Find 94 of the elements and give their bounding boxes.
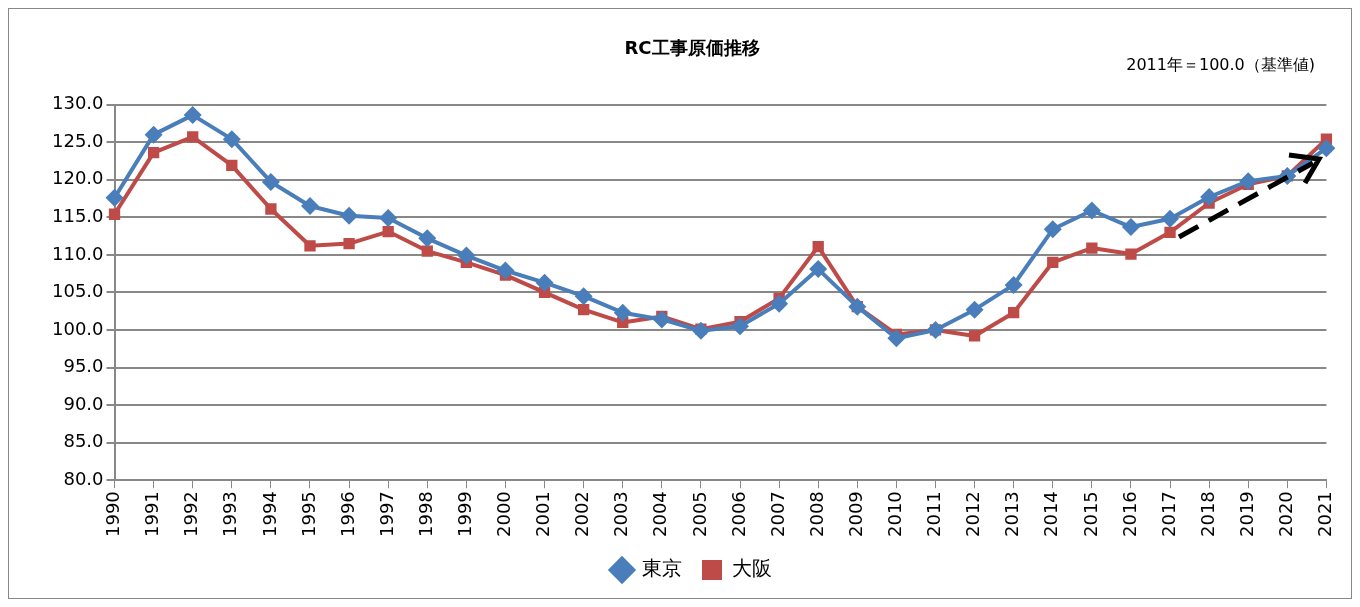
y-tick-label: 85.0 xyxy=(63,430,104,452)
y-tick-label: 110.0 xyxy=(52,242,104,264)
x-tick-label: 2009 xyxy=(844,491,866,537)
point xyxy=(300,197,319,216)
point xyxy=(613,303,632,322)
x-tick-label: 1996 xyxy=(336,491,358,537)
x-tick-label: 2010 xyxy=(884,491,906,537)
x-tick-label: 2002 xyxy=(571,491,593,537)
point xyxy=(496,261,515,280)
point xyxy=(1043,220,1062,239)
point xyxy=(770,294,789,313)
y-tick-label: 125.0 xyxy=(52,129,104,151)
point xyxy=(457,246,476,265)
point xyxy=(226,159,238,172)
point xyxy=(304,240,316,252)
y-tick-label: 80.0 xyxy=(63,467,104,489)
x-tick-label: 2006 xyxy=(727,491,749,537)
point xyxy=(1239,172,1258,191)
y-tick-label: 100.0 xyxy=(52,317,104,339)
point xyxy=(577,304,590,316)
point xyxy=(926,320,945,339)
point xyxy=(418,229,437,248)
point xyxy=(340,206,359,225)
x-tick-label: 2021 xyxy=(1314,491,1336,537)
point xyxy=(965,300,984,319)
y-tick-label: 130.0 xyxy=(52,92,104,114)
point xyxy=(848,297,867,316)
point xyxy=(691,321,710,340)
point xyxy=(574,287,593,306)
x-tick-label: 1998 xyxy=(414,491,436,537)
y-tick-label: 90.0 xyxy=(63,392,104,414)
x-tick-label: 1991 xyxy=(141,491,163,537)
point xyxy=(105,188,124,207)
point xyxy=(1008,307,1020,319)
x-tick-label: 2019 xyxy=(1235,491,1257,537)
x-tick-label: 1997 xyxy=(375,491,397,537)
x-tick-label: 2017 xyxy=(1157,491,1179,537)
point xyxy=(1086,242,1098,254)
point xyxy=(261,172,280,191)
x-tick-label: 2011 xyxy=(923,491,945,537)
text: 2011年＝100.0（基準値) xyxy=(1126,55,1315,75)
x-tick-label: 1993 xyxy=(219,491,241,537)
x-tick-label: 1990 xyxy=(102,491,124,537)
x-tick-label: 2016 xyxy=(1118,491,1140,537)
point xyxy=(968,330,981,342)
point xyxy=(1317,139,1336,158)
x-tick-label: 2001 xyxy=(532,491,554,537)
point xyxy=(652,310,671,329)
point xyxy=(265,203,277,215)
x-tick-label: 2013 xyxy=(1001,491,1023,537)
point xyxy=(1047,256,1059,269)
point xyxy=(809,260,828,279)
x-tick-label: 2020 xyxy=(1274,491,1296,537)
point xyxy=(187,131,199,143)
x-tick-label: 2004 xyxy=(649,491,671,537)
point xyxy=(379,209,398,228)
x-tick-label: 2000 xyxy=(493,491,515,537)
x-tick-label: 2005 xyxy=(688,491,710,537)
point xyxy=(1004,275,1023,294)
x-tick-label: 1999 xyxy=(454,491,476,537)
x-tick-label: 1995 xyxy=(297,491,319,537)
y-tick-label: 120.0 xyxy=(52,167,104,189)
legend-label: 東京 xyxy=(642,556,682,581)
point xyxy=(1121,218,1140,237)
y-tick-label: 105.0 xyxy=(52,280,104,302)
y-tick-label: 115.0 xyxy=(52,204,104,226)
point xyxy=(222,130,241,149)
point xyxy=(421,245,433,257)
point xyxy=(812,240,824,253)
x-tick-label: 2007 xyxy=(766,491,788,537)
x-tick-label: 1994 xyxy=(258,491,280,537)
point xyxy=(1200,188,1219,206)
point xyxy=(1161,209,1180,228)
x-tick-label: 2014 xyxy=(1040,491,1062,537)
point xyxy=(144,125,163,144)
x-tick-label: 1992 xyxy=(180,491,202,537)
point xyxy=(887,329,906,348)
point xyxy=(343,237,355,250)
y-tick-label: 95.0 xyxy=(63,355,104,377)
point xyxy=(382,225,394,238)
legend-label: 大阪 xyxy=(732,556,772,581)
x-tick-label: 2003 xyxy=(610,491,632,537)
point xyxy=(1082,201,1101,220)
x-tick-label: 2018 xyxy=(1196,491,1218,537)
chart-title: RC工事原価推移 xyxy=(624,37,760,59)
point xyxy=(535,273,554,292)
x-tick-label: 2015 xyxy=(1079,491,1101,537)
x-tick-label: 2012 xyxy=(962,491,984,537)
x-tick-label: 2008 xyxy=(805,491,827,537)
point xyxy=(731,317,750,336)
point xyxy=(1125,248,1137,260)
point xyxy=(183,106,202,125)
point xyxy=(147,147,160,159)
point xyxy=(1164,226,1176,238)
